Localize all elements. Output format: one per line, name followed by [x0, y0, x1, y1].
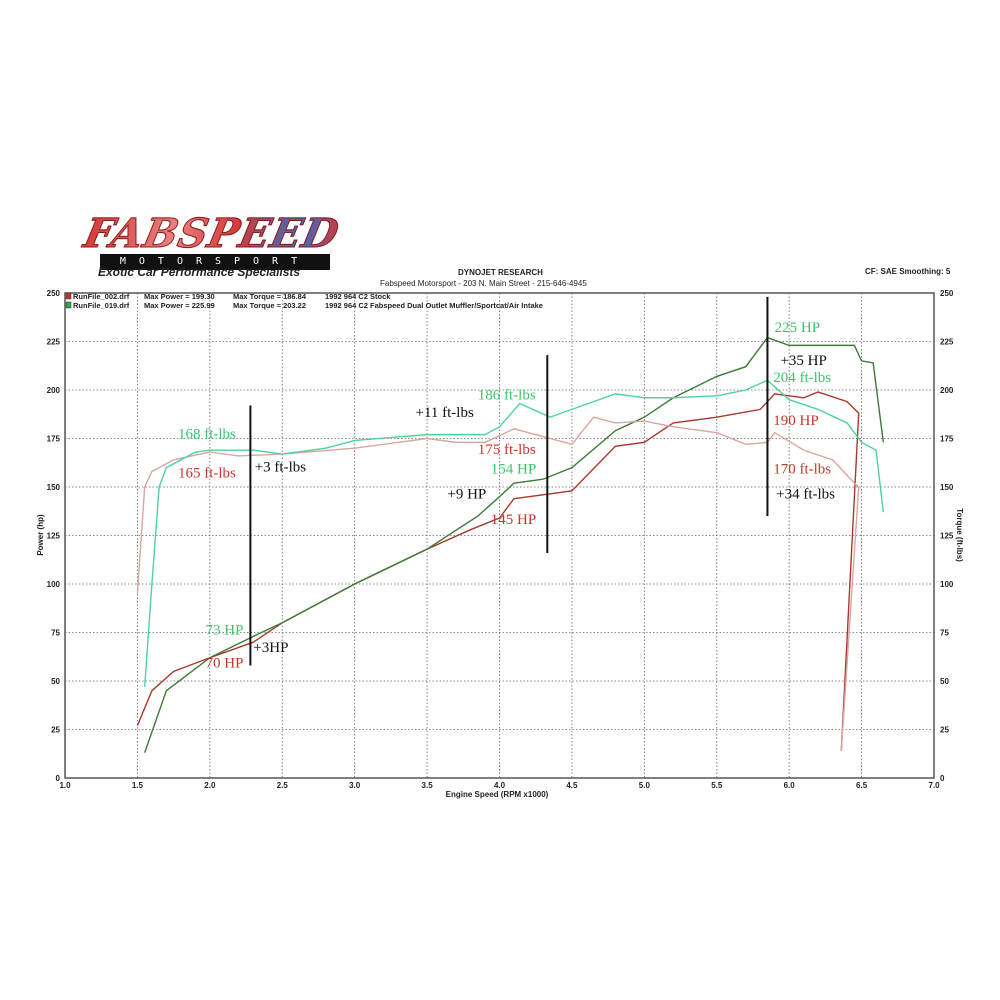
y2-tick-label: 25: [940, 726, 949, 735]
y2-tick-label: 75: [940, 629, 949, 638]
annotation: 145 HP: [491, 512, 536, 528]
legend-file: RunFile_019.drf: [73, 301, 130, 310]
y-tick-label: 250: [47, 289, 61, 298]
y2-axis-label: Torque (ft-lbs): [955, 508, 964, 562]
x-tick-label: 4.0: [494, 781, 506, 790]
legend-desc: 1992 964 C2 Fabspeed Dual Outlet Muffler…: [325, 301, 543, 310]
y-tick-label: 75: [51, 629, 60, 638]
x-tick-label: 1.0: [59, 781, 71, 790]
y2-tick-label: 0: [940, 774, 945, 783]
legend-swatch: [65, 292, 72, 300]
y-tick-label: 175: [47, 435, 61, 444]
y2-tick-label: 50: [940, 677, 949, 686]
y2-tick-label: 225: [940, 338, 954, 347]
series-mod-torque: [143, 379, 885, 687]
series-stock-torque: [136, 416, 860, 751]
x-tick-label: 3.0: [349, 781, 361, 790]
chart-header-address: Fabspeed Motorsport - 203 N. Main Street…: [380, 279, 587, 288]
legend-power: Max Power = 225.99: [144, 301, 215, 310]
annotation: 70 HP: [205, 655, 243, 671]
legend-swatch: [65, 301, 72, 309]
x-tick-label: 4.5: [566, 781, 578, 790]
y-tick-label: 0: [56, 774, 61, 783]
x-tick-label: 5.5: [711, 781, 723, 790]
logo-sub: MOTORSPORT: [100, 254, 330, 270]
series-mod-power: [143, 336, 885, 754]
series-stock-power: [136, 391, 860, 751]
x-tick-label: 5.0: [639, 781, 651, 790]
legend-torque: Max Torque = 186.84: [233, 292, 307, 301]
annotation: 204 ft-lbs: [773, 370, 831, 386]
annotation: 73 HP: [205, 622, 243, 638]
annotation: 225 HP: [775, 320, 820, 336]
annotation: +3 ft-lbs: [255, 459, 307, 475]
annotation: +9 HP: [447, 487, 486, 503]
annotation: +34 ft-lbs: [776, 487, 835, 503]
x-tick-label: 3.5: [422, 781, 434, 790]
fabspeed-logo: FABSPEED MOTORSPORT: [80, 210, 355, 285]
y-tick-label: 150: [47, 483, 61, 492]
legend-file: RunFile_002.drf: [73, 292, 130, 301]
x-axis-label: Engine Speed (RPM x1000): [446, 790, 549, 799]
y-tick-label: 100: [47, 580, 61, 589]
annotation: 175 ft-lbs: [478, 442, 536, 458]
y-tick-label: 225: [47, 338, 61, 347]
y-tick-label: 125: [47, 532, 61, 541]
chart-header-title: DYNOJET RESEARCH: [458, 268, 543, 277]
x-tick-label: 2.0: [204, 781, 216, 790]
annotation: +11 ft-lbs: [415, 405, 473, 421]
x-tick-label: 6.5: [856, 781, 868, 790]
annotation: 186 ft-lbs: [478, 388, 536, 404]
y2-tick-label: 150: [940, 483, 954, 492]
annotation: 170 ft-lbs: [773, 461, 831, 477]
y-tick-label: 200: [47, 386, 61, 395]
x-tick-label: 1.5: [132, 781, 144, 790]
y2-tick-label: 175: [940, 435, 954, 444]
annotation: 165 ft-lbs: [178, 465, 236, 481]
annotation: +35 HP: [780, 353, 826, 369]
x-tick-label: 2.5: [277, 781, 289, 790]
annotation: +3HP: [253, 640, 288, 656]
legend-torque: Max Torque = 203.22: [233, 301, 306, 310]
annotation: 190 HP: [773, 413, 818, 429]
annotation: 154 HP: [491, 461, 536, 477]
legend-power: Max Power = 199.30: [144, 292, 215, 301]
y2-tick-label: 125: [940, 532, 954, 541]
y-tick-label: 50: [51, 677, 60, 686]
y-axis-label: Power (hp): [36, 514, 45, 556]
chart-settings: CF: SAE Smoothing: 5: [865, 267, 951, 276]
legend-desc: 1992 964 C2 Stock: [325, 292, 391, 301]
annotation: 168 ft-lbs: [178, 427, 236, 443]
x-tick-label: 6.0: [784, 781, 796, 790]
y2-tick-label: 100: [940, 580, 954, 589]
y-tick-label: 25: [51, 726, 60, 735]
y2-tick-label: 250: [940, 289, 954, 298]
x-tick-label: 7.0: [928, 781, 940, 790]
tagline: Exotic Car Performance Specialists: [98, 265, 301, 279]
y2-tick-label: 200: [940, 386, 954, 395]
